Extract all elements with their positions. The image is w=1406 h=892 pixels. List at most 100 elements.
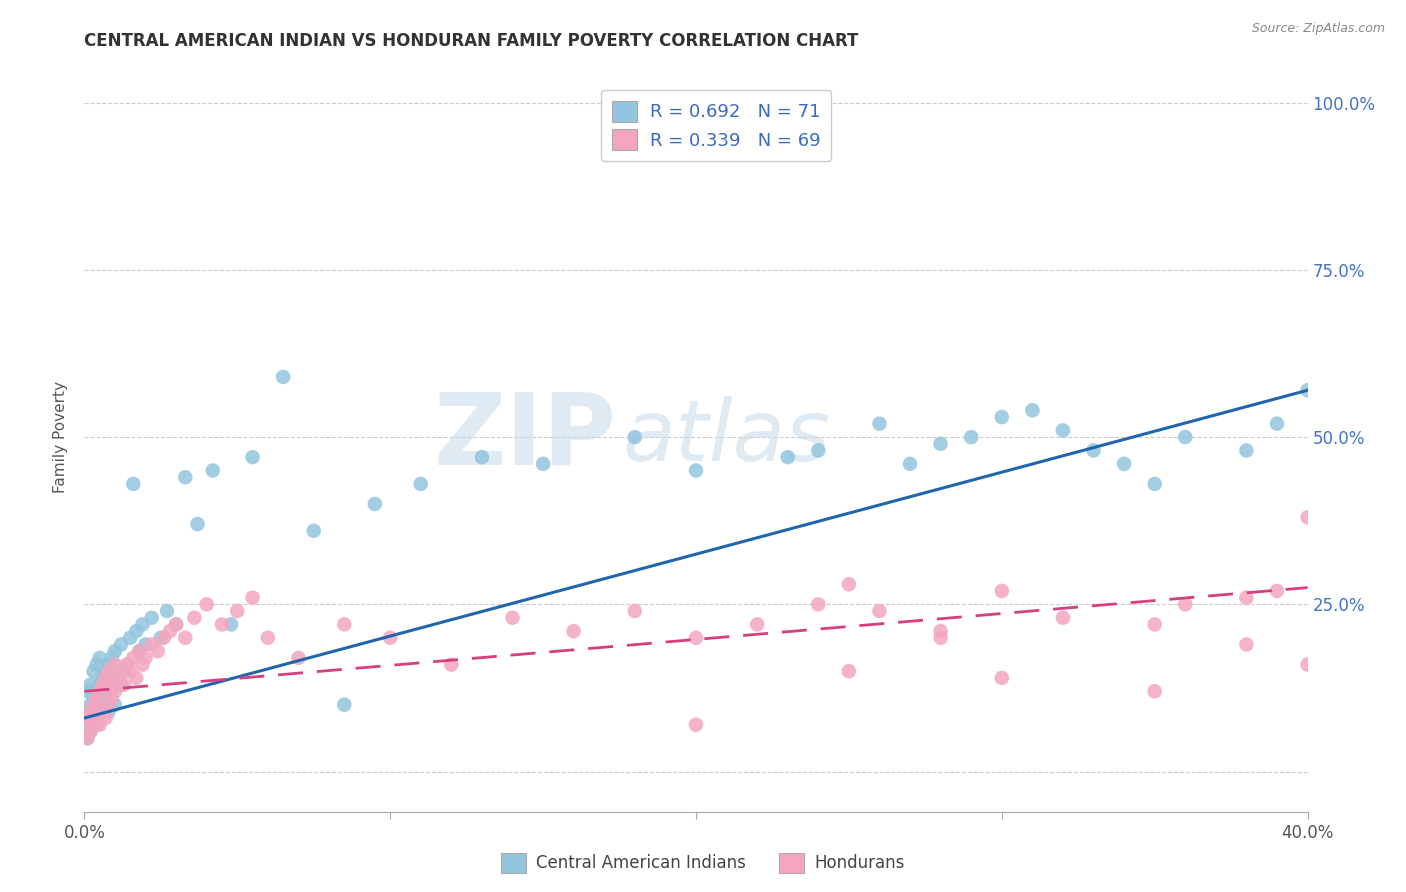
Point bbox=[174, 470, 197, 484]
Point bbox=[131, 617, 153, 632]
Point bbox=[97, 698, 120, 712]
Text: ZIP: ZIP bbox=[433, 389, 616, 485]
Point bbox=[153, 631, 176, 645]
Point bbox=[131, 657, 153, 672]
Point bbox=[91, 678, 114, 692]
Point bbox=[76, 731, 98, 746]
Text: CENTRAL AMERICAN INDIAN VS HONDURAN FAMILY POVERTY CORRELATION CHART: CENTRAL AMERICAN INDIAN VS HONDURAN FAMI… bbox=[84, 32, 859, 50]
Point bbox=[89, 717, 111, 731]
Point bbox=[97, 705, 120, 719]
Point bbox=[271, 369, 294, 384]
Point bbox=[89, 651, 111, 665]
Point bbox=[76, 711, 98, 725]
Point bbox=[86, 717, 108, 731]
Point bbox=[94, 671, 117, 685]
Point bbox=[86, 684, 108, 698]
Point bbox=[104, 698, 127, 712]
Point bbox=[685, 464, 707, 478]
Point bbox=[91, 671, 114, 685]
Point bbox=[89, 705, 111, 719]
Point bbox=[141, 611, 163, 625]
Point bbox=[685, 631, 707, 645]
Point bbox=[120, 631, 142, 645]
Point bbox=[128, 644, 150, 658]
Point bbox=[120, 664, 142, 679]
Point bbox=[83, 717, 105, 731]
Text: atlas: atlas bbox=[623, 395, 831, 479]
Point bbox=[79, 724, 101, 739]
Point bbox=[79, 678, 101, 692]
Point bbox=[79, 724, 101, 739]
Point bbox=[94, 664, 117, 679]
Point bbox=[364, 497, 387, 511]
Point bbox=[562, 624, 585, 639]
Point bbox=[141, 637, 163, 651]
Point bbox=[97, 657, 120, 672]
Point bbox=[97, 664, 120, 679]
Point bbox=[685, 717, 707, 731]
Point bbox=[242, 450, 264, 465]
Point bbox=[91, 705, 114, 719]
Point bbox=[838, 577, 860, 591]
Point bbox=[1143, 684, 1166, 698]
Point bbox=[110, 637, 132, 651]
Point bbox=[287, 651, 309, 665]
Point bbox=[101, 684, 124, 698]
Point bbox=[104, 644, 127, 658]
Point bbox=[302, 524, 325, 538]
Point bbox=[333, 698, 356, 712]
Point bbox=[186, 517, 208, 532]
Point bbox=[747, 617, 769, 632]
Point bbox=[1083, 443, 1105, 458]
Point bbox=[79, 698, 101, 712]
Point bbox=[219, 617, 242, 632]
Point bbox=[991, 671, 1014, 685]
Point bbox=[94, 690, 117, 705]
Point bbox=[76, 717, 98, 731]
Point bbox=[112, 664, 135, 679]
Point bbox=[91, 698, 114, 712]
Point bbox=[242, 591, 264, 605]
Point bbox=[79, 705, 101, 719]
Point bbox=[83, 698, 105, 712]
Point bbox=[869, 604, 891, 618]
Point bbox=[380, 631, 402, 645]
Point bbox=[1143, 476, 1166, 491]
Point bbox=[201, 464, 224, 478]
Point bbox=[807, 443, 830, 458]
Point bbox=[991, 583, 1014, 598]
Point bbox=[128, 644, 150, 658]
Point bbox=[101, 651, 124, 665]
Point bbox=[1296, 384, 1319, 398]
Point bbox=[112, 678, 135, 692]
Point bbox=[107, 671, 129, 685]
Point bbox=[1296, 510, 1319, 524]
Point bbox=[1021, 403, 1043, 417]
Point bbox=[115, 657, 138, 672]
Point bbox=[83, 711, 105, 725]
Point bbox=[1052, 424, 1074, 438]
Point bbox=[183, 611, 205, 625]
Point bbox=[195, 598, 218, 612]
Point bbox=[929, 631, 952, 645]
Point bbox=[174, 631, 197, 645]
Point bbox=[1174, 430, 1197, 444]
Point bbox=[104, 657, 127, 672]
Point bbox=[94, 711, 117, 725]
Point bbox=[1114, 457, 1136, 471]
Point bbox=[165, 617, 187, 632]
Point bbox=[107, 671, 129, 685]
Point bbox=[502, 611, 524, 625]
Point bbox=[991, 410, 1014, 425]
Y-axis label: Family Poverty: Family Poverty bbox=[53, 381, 69, 493]
Point bbox=[409, 476, 432, 491]
Point bbox=[440, 657, 463, 672]
Point bbox=[531, 457, 554, 471]
Point bbox=[776, 450, 799, 465]
Point bbox=[226, 604, 249, 618]
Point bbox=[135, 651, 157, 665]
Point bbox=[86, 711, 108, 725]
Point bbox=[122, 476, 145, 491]
Point bbox=[76, 731, 98, 746]
Point bbox=[76, 684, 98, 698]
